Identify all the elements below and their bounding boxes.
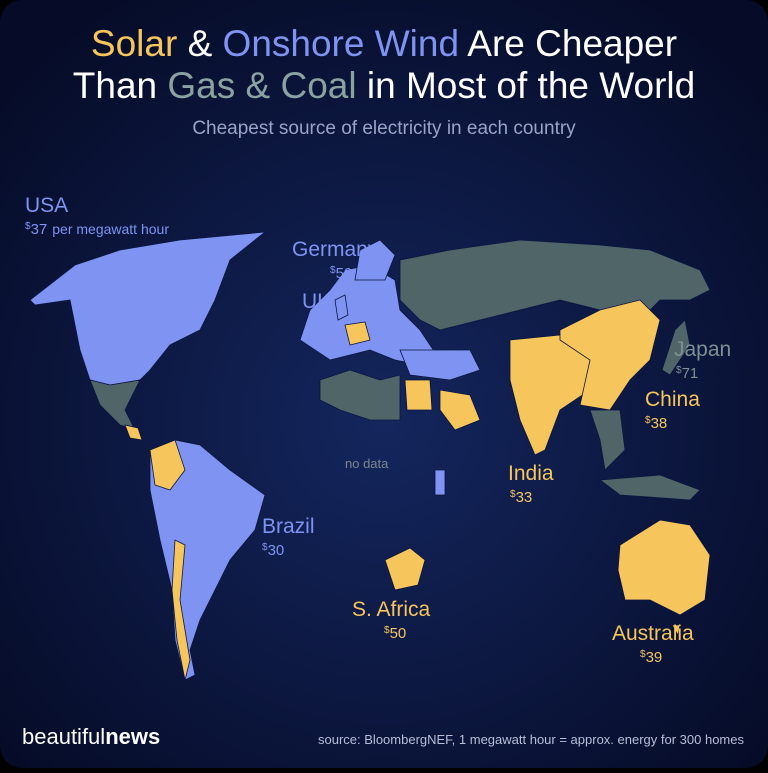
brand-light: beautiful [22,724,105,749]
mexico [89,379,141,431]
price: 30 [268,542,285,559]
subtitle: Cheapest source of electricity in each c… [192,118,576,139]
title-part: Solar [91,23,177,64]
country-name: Germany [292,238,379,261]
price: 39 [646,649,663,666]
north-america [29,231,267,386]
currency: $ [510,489,516,500]
price: 45 [314,317,331,334]
currency: $ [676,365,682,376]
currency: $ [262,542,268,553]
country-price: $50 [384,625,406,642]
chile [171,539,191,681]
uk-shape [334,294,349,321]
country-price: $50 [330,265,352,282]
egypt [404,379,433,411]
currency: $ [330,265,336,276]
source: source: BloombergNEF, 1 megawatt hour = … [318,732,744,747]
indonesia [598,474,701,501]
price: 37 [31,221,48,238]
tasmania [671,624,681,637]
australia-shape [617,519,711,616]
country-name: India [508,462,554,485]
price: 50 [336,265,353,282]
country-name: Brazil [262,515,315,538]
middle-east [399,349,481,381]
country-price: $45 [308,317,330,334]
currency: $ [640,649,646,660]
price: 33 [516,489,533,506]
scandinavia [354,239,396,281]
currency: $ [25,221,31,232]
north-africa [319,369,401,421]
currency: $ [645,415,651,426]
price: 38 [651,415,668,432]
no-data-label: no data [345,456,389,471]
price: 71 [682,365,699,382]
currency: $ [384,625,390,636]
country-price: $38 [645,415,667,432]
country-name: S. Africa [352,598,431,621]
brand-bold: news [105,724,160,749]
world-map [29,231,711,681]
price: 50 [390,625,407,642]
currency: $ [308,317,314,328]
saudi-arabia [439,389,481,431]
country-price: $30 [262,542,284,559]
title-line-2: Than Gas & Coal in Most of the World [73,65,695,106]
country-name: Japan [674,338,731,361]
colombia [149,439,186,491]
title-part: Gas & Coal [167,65,356,106]
europe [299,264,441,366]
central-america [124,424,143,441]
title-part: Than [73,65,157,106]
east-africa [434,469,446,496]
country-name: China [645,388,700,411]
southeast-asia [589,409,626,471]
title-part: Onshore Wind [223,23,460,64]
country-name: USA [25,194,68,217]
title-part: in Most of the World [367,65,695,106]
country-price: $33 [510,489,532,506]
country-name: UK [302,290,331,313]
france [344,321,371,346]
unit: per megawatt hour [52,221,169,237]
south-africa [384,547,426,591]
country-price: $37 per megawatt hour [25,221,169,238]
country-name: Australia [612,622,694,645]
title-part: & [188,23,213,64]
title-part: Are Cheaper [467,23,677,64]
country-price: $71 [676,365,698,382]
title-line-1: Solar & Onshore Wind Are Cheaper [91,23,677,64]
japan-shape [661,319,691,376]
country-price: $39 [640,649,662,666]
china-shape [559,299,661,411]
brand: beautifulnews [22,724,160,749]
